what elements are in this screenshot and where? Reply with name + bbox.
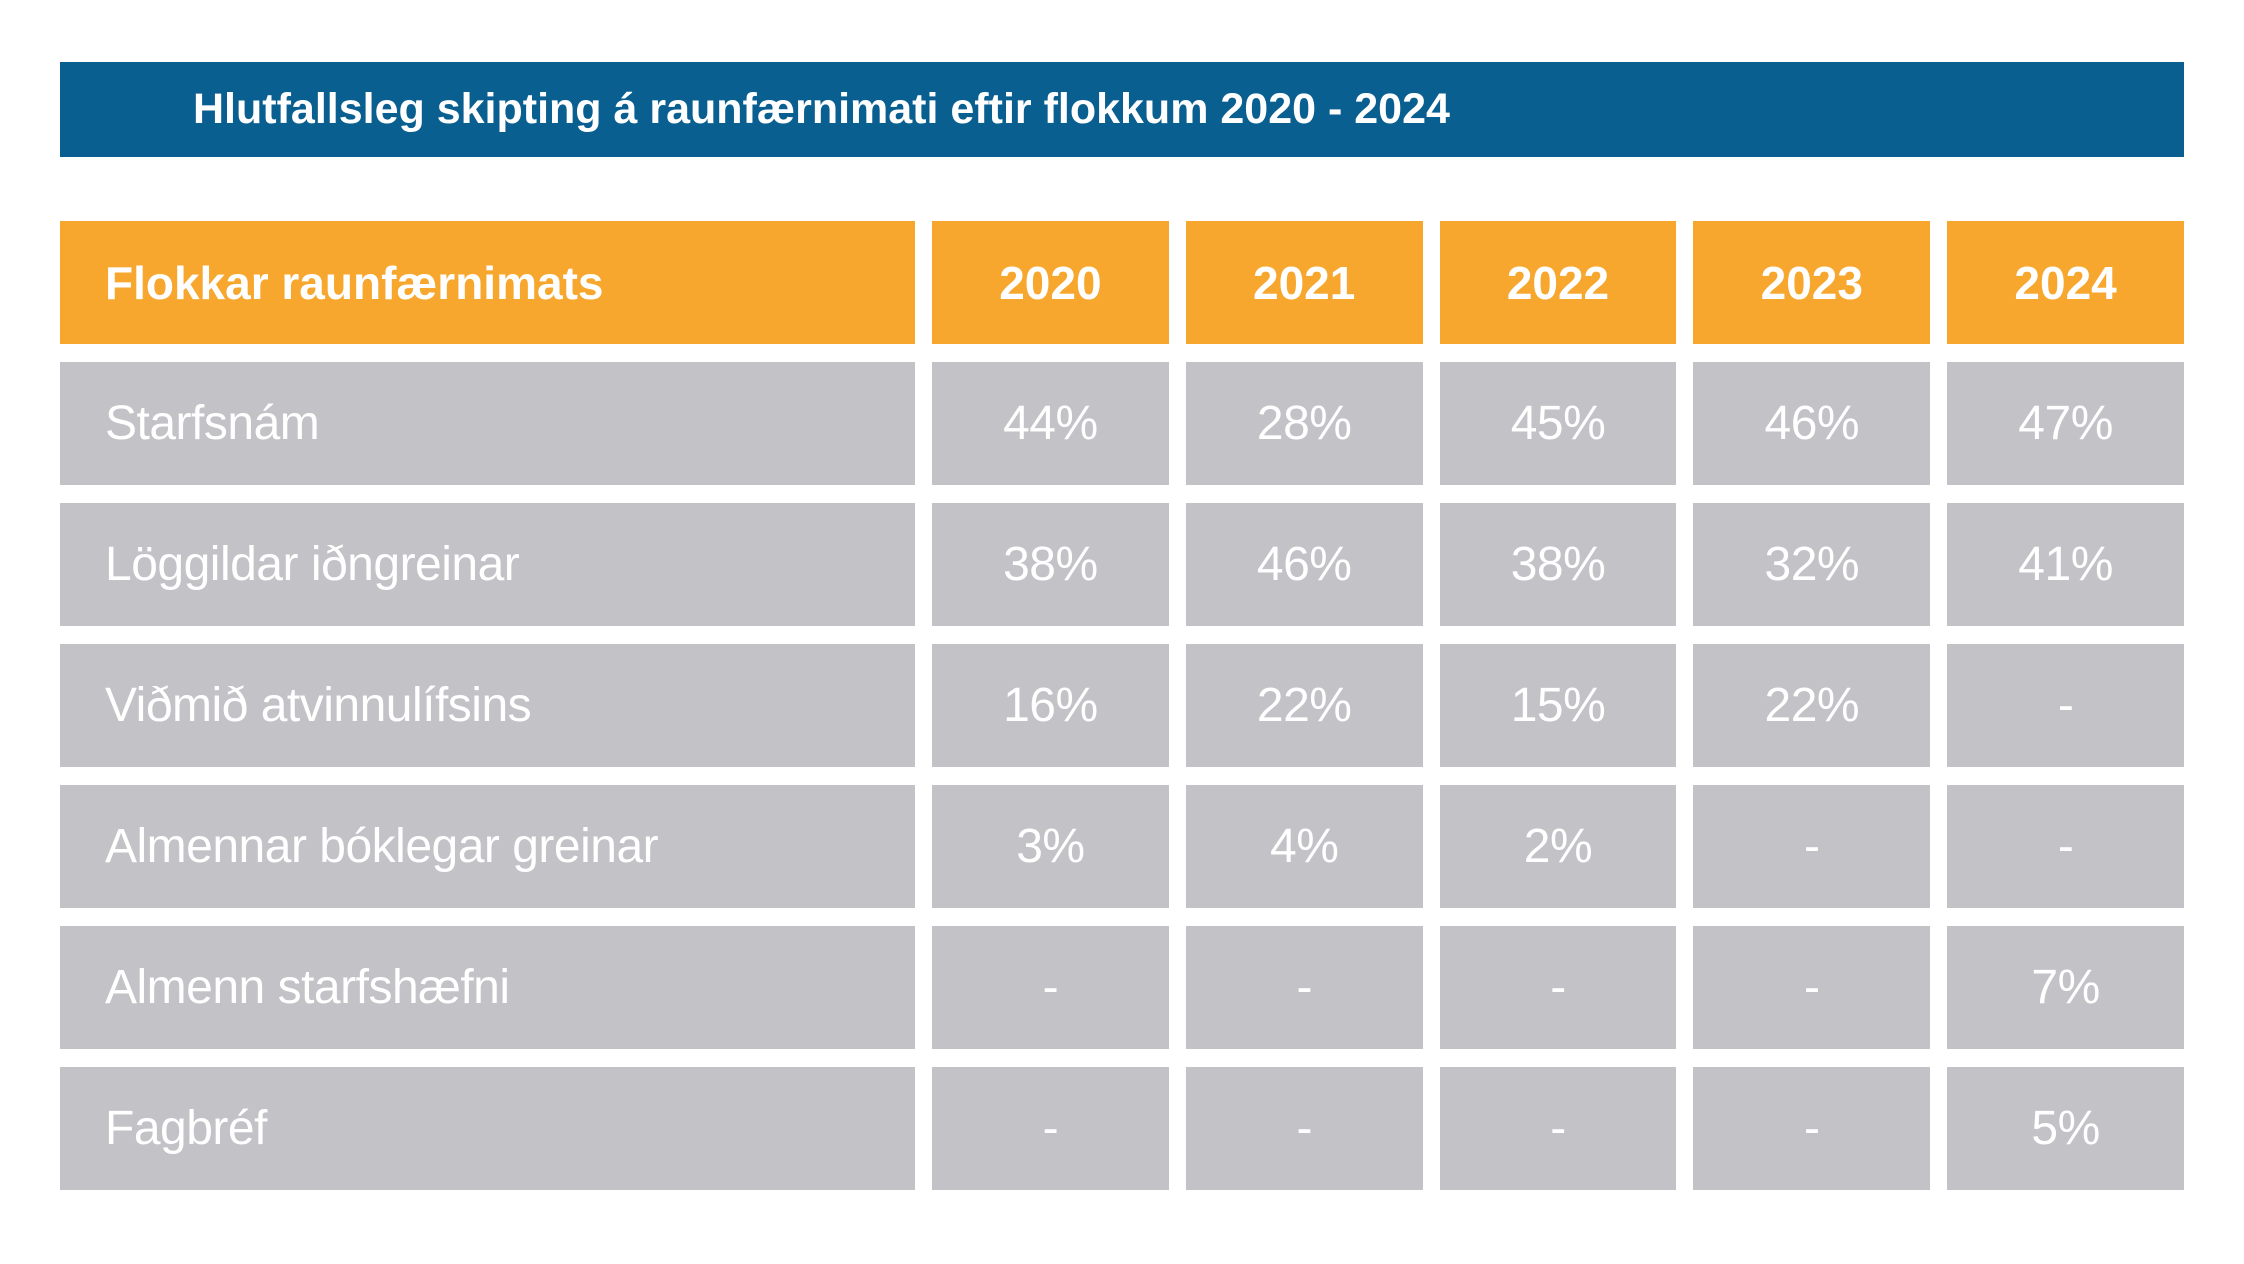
value-cell: 46% (1693, 362, 1931, 485)
column-header-2021: 2021 (1185, 221, 1423, 344)
value-cell: - (1439, 926, 1677, 1049)
value-cell: - (1693, 926, 1931, 1049)
data-table: Flokkar raunfærnimats 2020 2021 2022 202… (60, 221, 2184, 1190)
row-label: Löggildar iðngreinar (60, 503, 915, 626)
value-cell: 2% (1439, 785, 1677, 908)
row-label: Starfsnám (60, 362, 915, 485)
value-cell: - (1439, 1067, 1677, 1190)
value-cell: 38% (1439, 503, 1677, 626)
column-header-categories: Flokkar raunfærnimats (60, 221, 915, 344)
value-cell: - (1693, 1067, 1931, 1190)
value-cell: 22% (1185, 644, 1423, 767)
value-cell: 45% (1439, 362, 1677, 485)
row-label: Fagbréf (60, 1067, 915, 1190)
value-cell: - (1947, 644, 2184, 767)
value-cell: 7% (1947, 926, 2184, 1049)
column-header-2020: 2020 (932, 221, 1169, 344)
title-bar: Hlutfallsleg skipting á raunfærnimati ef… (60, 62, 2184, 157)
value-cell: - (932, 926, 1169, 1049)
value-cell: - (932, 1067, 1169, 1190)
value-cell: 32% (1693, 503, 1931, 626)
value-cell: 16% (932, 644, 1169, 767)
value-cell: 47% (1947, 362, 2184, 485)
value-cell: 38% (932, 503, 1169, 626)
value-cell: 22% (1693, 644, 1931, 767)
value-cell: 3% (932, 785, 1169, 908)
value-cell: - (1693, 785, 1931, 908)
value-cell: 28% (1185, 362, 1423, 485)
row-label: Almennar bóklegar greinar (60, 785, 915, 908)
value-cell: 5% (1947, 1067, 2184, 1190)
value-cell: 15% (1439, 644, 1677, 767)
value-cell: - (1947, 785, 2184, 908)
value-cell: - (1185, 926, 1423, 1049)
column-header-2024: 2024 (1947, 221, 2184, 344)
value-cell: 4% (1185, 785, 1423, 908)
value-cell: - (1185, 1067, 1423, 1190)
value-cell: 41% (1947, 503, 2184, 626)
page-title: Hlutfallsleg skipting á raunfærnimati ef… (193, 85, 1450, 133)
row-label: Almenn starfshæfni (60, 926, 915, 1049)
column-header-2023: 2023 (1693, 221, 1931, 344)
value-cell: 46% (1185, 503, 1423, 626)
row-label: Viðmið atvinnulífsins (60, 644, 915, 767)
value-cell: 44% (932, 362, 1169, 485)
column-header-2022: 2022 (1439, 221, 1677, 344)
